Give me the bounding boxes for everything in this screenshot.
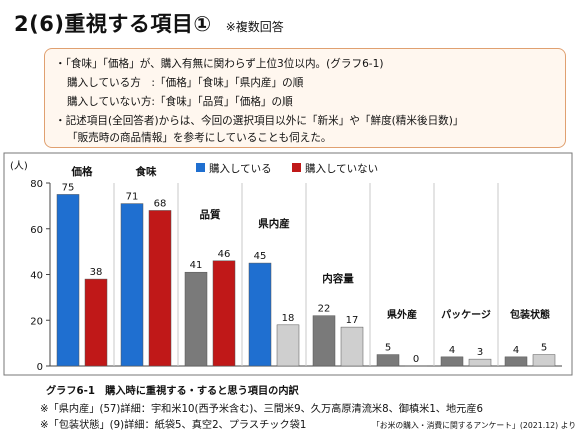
page-title: 2(6)重視する項目① ※複数回答: [14, 8, 284, 38]
chart-caption: グラフ6-1 購入時に重視する・すると思う項目の内訳: [46, 386, 299, 397]
category-label-3: 県内産: [258, 217, 290, 230]
chart-frame: [3, 152, 573, 376]
category-label-0: 価格: [71, 165, 93, 178]
category-label-7: 包装状態: [510, 308, 550, 321]
bar-2-1: [212, 260, 236, 367]
source-note: 「お米の購入・消費に関するアンケート」(2021.12) より: [372, 421, 577, 430]
bar-4-0: [312, 315, 336, 367]
data-label-2-1: 46: [218, 249, 231, 260]
legend-swatch-0: [196, 163, 205, 172]
y-tick-label-0: 0: [37, 362, 43, 373]
data-label-2-0: 41: [190, 260, 203, 271]
summary-line-5: 「販売時の商品情報」を参考にしていることも伺えた。: [67, 132, 332, 144]
data-label-3-0: 45: [254, 251, 267, 262]
summary-box: ・「食味」「価格」が、購入有無に関わらず上位3位以内。(グラフ6-1) 購入して…: [44, 48, 566, 148]
data-label-7-0: 4: [513, 345, 519, 356]
y-tick-label-3: 60: [30, 225, 43, 236]
summary-line-1: ・「食味」「価格」が、購入有無に関わらず上位3位以内。(グラフ6-1): [55, 58, 384, 70]
summary-line-2: 購入している方 :「価格」「食味」「県内産」の順: [67, 77, 304, 89]
data-label-5-1: 0: [413, 354, 419, 365]
bar-0-1: [84, 278, 108, 367]
data-label-1-1: 68: [154, 198, 167, 209]
bar-5-0: [376, 354, 400, 367]
data-label-0-1: 38: [90, 267, 103, 278]
category-label-6: パッケージ: [441, 309, 491, 321]
data-label-3-1: 18: [282, 313, 295, 324]
bar-7-1: [532, 354, 556, 367]
footnote-kennaisan: ※「県内産」(57)詳細：宇和米10(西予米含む)、三間米9、久万高原清流米8、…: [40, 404, 484, 415]
data-label-4-0: 22: [318, 304, 331, 315]
footnote-housou: ※「包装状態」(9)詳細：紙袋5、真空2、プラスチック袋1: [40, 420, 307, 431]
bar-3-0: [248, 262, 272, 367]
bar-6-1: [468, 358, 492, 367]
title-text: 2(6)重視する項目①: [14, 12, 212, 36]
legend-label-0: 購入している: [209, 162, 272, 175]
category-label-4: 内容量: [322, 272, 354, 285]
legend-swatch-1: [292, 163, 301, 172]
summary-line-4: ・記述項目(全回答者)からは、今回の選択項目以外に「新米」や「鮮度(精米後日数)…: [55, 115, 464, 127]
y-axis-label: (人): [10, 160, 28, 172]
bar-3-1: [276, 324, 300, 367]
bar-1-1: [148, 210, 172, 367]
bar-0-0: [56, 194, 80, 367]
category-label-1: 食味: [135, 165, 157, 178]
data-label-1-0: 71: [126, 192, 139, 203]
data-label-0-0: 75: [62, 182, 75, 193]
y-tick-label-4: 80: [30, 179, 43, 190]
data-label-4-1: 17: [346, 315, 359, 326]
bar-2-0: [184, 271, 208, 367]
category-label-5: 県外産: [387, 308, 417, 321]
data-label-6-1: 3: [477, 347, 483, 358]
bar-1-0: [120, 203, 144, 367]
title-note: ※複数回答: [225, 20, 284, 34]
bar-4-1: [340, 326, 364, 367]
data-label-6-0: 4: [449, 345, 455, 356]
y-tick-label-2: 40: [30, 271, 43, 282]
bar-6-0: [440, 356, 464, 367]
summary-line-3: 購入していない方:「食味」「品質」「価格」の順: [67, 96, 293, 108]
y-tick-label-1: 20: [30, 316, 43, 327]
category-label-2: 品質: [200, 208, 221, 221]
data-label-7-1: 5: [541, 343, 547, 354]
legend-label-1: 購入していない: [305, 162, 378, 175]
bar-7-0: [504, 356, 528, 367]
data-label-5-0: 5: [385, 343, 391, 354]
